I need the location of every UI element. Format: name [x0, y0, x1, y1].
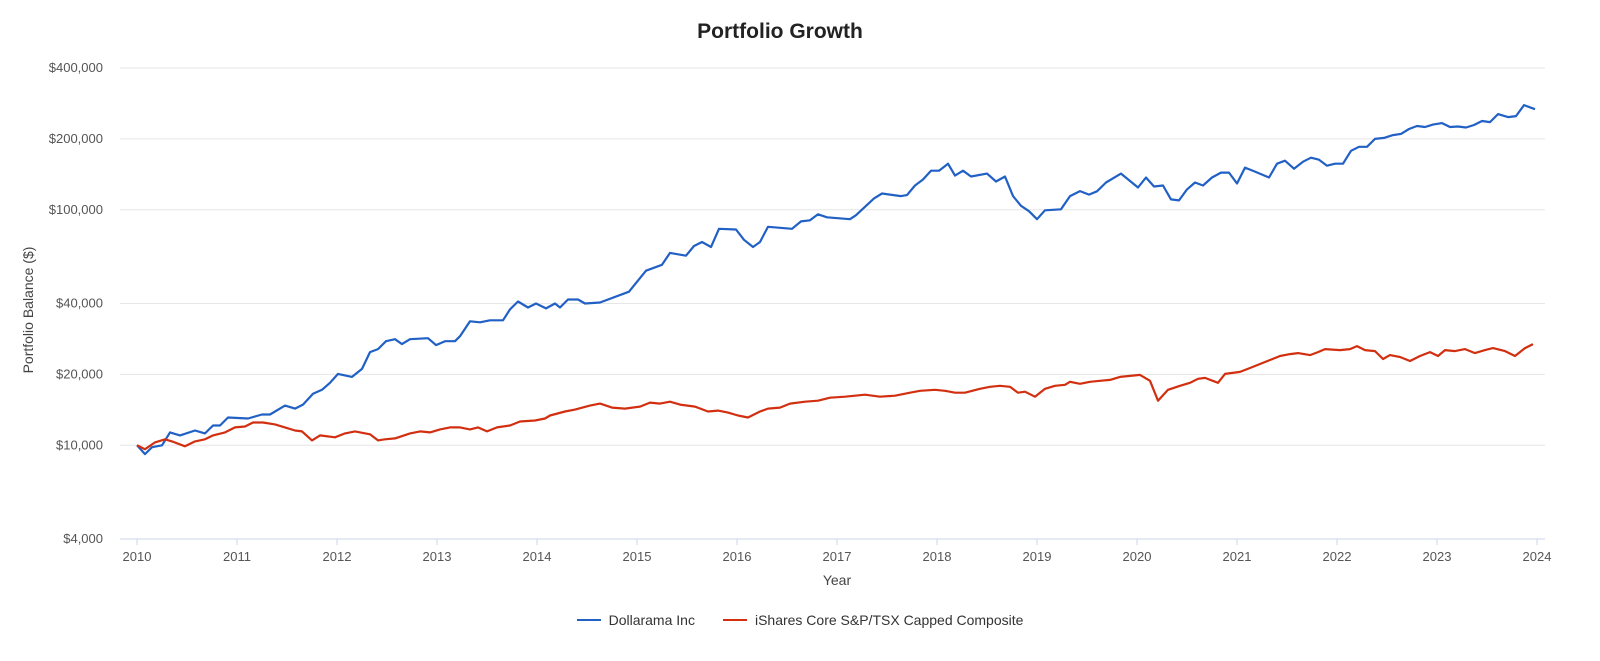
x-tick-label: 2014	[523, 549, 552, 564]
chart-title: Portfolio Growth	[697, 20, 863, 43]
y-axis-ticks: $4,000 $10,000 $20,000 $40,000 $100,000 $200,…	[49, 60, 103, 546]
x-tick-label: 2017	[823, 549, 852, 564]
x-tick-label: 2019	[1023, 549, 1052, 564]
y-tick-label: $4,000	[63, 531, 103, 546]
y-tick-label: $10,000	[56, 437, 103, 452]
x-tick-label: 2010	[123, 549, 152, 564]
x-tick-label: 2016	[723, 549, 752, 564]
legend: Dollarama Inc iShares Core S&P/TSX Cappe…	[0, 612, 1600, 628]
legend-swatch	[576, 619, 601, 621]
x-tick-label: 2011	[223, 549, 251, 564]
x-tick-label: 2024	[1523, 549, 1552, 564]
x-axis: 2010 2011 2012 2013 2014 2015 2016 2017 2018 2019…	[123, 539, 1552, 564]
series-line-0	[136, 104, 1536, 456]
x-tick-label: 2022	[1323, 549, 1352, 564]
y-tick-label: $40,000	[56, 296, 103, 311]
legend-item-dollarama[interactable]: Dollarama Inc	[576, 612, 695, 628]
gridlines	[120, 67, 1545, 540]
series-lines	[136, 104, 1536, 456]
legend-label: iShares Core S&P/TSX Capped Composite	[754, 612, 1024, 628]
x-tick-label: 2020	[1123, 549, 1152, 564]
y-tick-label: $100,000	[49, 202, 103, 217]
x-tick-label: 2021	[1223, 549, 1252, 564]
x-tick-label: 2018	[923, 549, 952, 564]
legend-swatch	[722, 619, 747, 621]
y-axis-title: Portfolio Balance ($)	[20, 247, 36, 374]
x-tick-label: 2013	[423, 549, 452, 564]
x-tick-label: 2023	[1423, 549, 1452, 564]
series-line-1	[136, 343, 1534, 451]
y-tick-label: $400,000	[49, 60, 103, 75]
legend-label: Dollarama Inc	[608, 612, 695, 628]
x-axis-title: Year	[823, 572, 852, 588]
y-tick-label: $20,000	[56, 366, 103, 381]
legend-item-ishares[interactable]: iShares Core S&P/TSX Capped Composite	[722, 612, 1024, 628]
x-tick-label: 2012	[323, 549, 352, 564]
y-tick-label: $200,000	[49, 131, 103, 146]
x-tick-label: 2015	[623, 549, 652, 564]
